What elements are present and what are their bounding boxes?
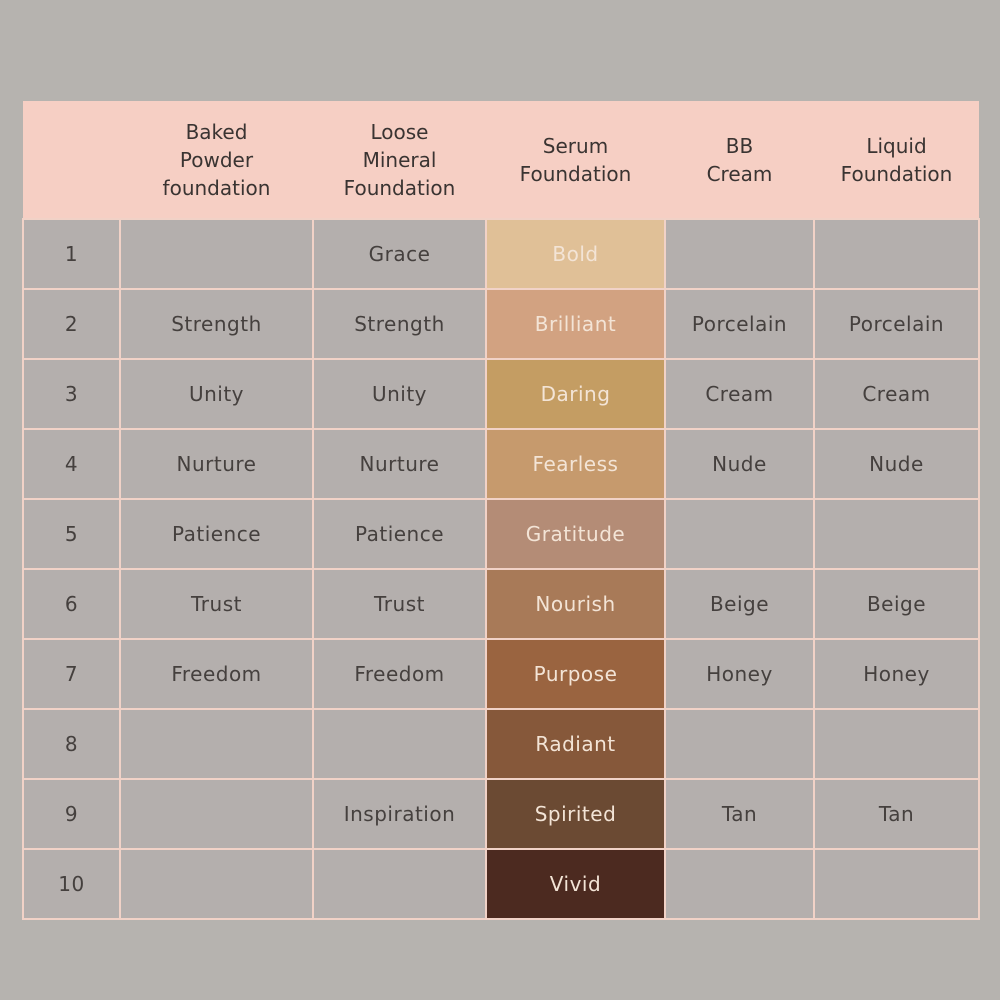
loose-mineral-shade-cell: Strength xyxy=(312,288,487,360)
header-serum: Serum Foundation xyxy=(486,101,665,219)
table-row: 3 Unity Unity Daring Cream Cream xyxy=(22,358,980,430)
baked-powder-shade-cell: Unity xyxy=(119,358,314,430)
loose-mineral-shade-cell: Patience xyxy=(312,498,487,570)
bb-cream-shade-cell xyxy=(664,848,815,920)
shade-number-cell: 10 xyxy=(22,848,121,920)
table-row: 4 Nurture Nurture Fearless Nude Nude xyxy=(22,428,980,500)
shade-number-cell: 4 xyxy=(22,428,121,500)
table-row: 1 Grace Bold xyxy=(22,218,980,290)
baked-powder-shade-cell: Strength xyxy=(119,288,314,360)
liquid-shade-cell: Cream xyxy=(813,358,980,430)
bb-cream-shade-cell: Porcelain xyxy=(664,288,815,360)
shade-number-cell: 6 xyxy=(22,568,121,640)
liquid-shade-cell: Porcelain xyxy=(813,288,980,360)
loose-mineral-shade-cell: Unity xyxy=(312,358,487,430)
table-row: 9 Inspiration Spirited Tan Tan xyxy=(22,778,980,850)
loose-mineral-shade-cell: Trust xyxy=(312,568,487,640)
table-row: 5 Patience Patience Gratitude xyxy=(22,498,980,570)
shade-comparison-table: Baked Powder foundation Loose Mineral Fo… xyxy=(22,101,980,920)
serum-shade-cell: Nourish xyxy=(485,568,666,640)
serum-shade-cell: Spirited xyxy=(485,778,666,850)
table-row: 8 Radiant xyxy=(22,708,980,780)
bb-cream-shade-cell: Tan xyxy=(664,778,815,850)
table-row: 2 Strength Strength Brilliant Porcelain Porce… xyxy=(22,288,980,360)
table-row: 10 Vivid xyxy=(22,848,980,920)
serum-shade-cell: Fearless xyxy=(485,428,666,500)
bb-cream-shade-cell xyxy=(664,708,815,780)
baked-powder-shade-cell: Patience xyxy=(119,498,314,570)
header-number xyxy=(23,101,120,219)
serum-shade-cell: Bold xyxy=(485,218,666,290)
loose-mineral-shade-cell: Inspiration xyxy=(312,778,487,850)
shade-number-cell: 5 xyxy=(22,498,121,570)
shade-number-cell: 8 xyxy=(22,708,121,780)
shade-number-cell: 7 xyxy=(22,638,121,710)
shade-number-cell: 9 xyxy=(22,778,121,850)
bb-cream-shade-cell: Nude xyxy=(664,428,815,500)
serum-shade-cell: Radiant xyxy=(485,708,666,780)
liquid-shade-cell xyxy=(813,498,980,570)
bb-cream-shade-cell: Cream xyxy=(664,358,815,430)
loose-mineral-shade-cell: Freedom xyxy=(312,638,487,710)
liquid-shade-cell: Tan xyxy=(813,778,980,850)
bb-cream-shade-cell: Beige xyxy=(664,568,815,640)
bb-cream-shade-cell xyxy=(664,218,815,290)
baked-powder-shade-cell: Freedom xyxy=(119,638,314,710)
header-row: Baked Powder foundation Loose Mineral Fo… xyxy=(23,101,979,219)
serum-shade-cell: Daring xyxy=(485,358,666,430)
loose-mineral-shade-cell: Grace xyxy=(312,218,487,290)
serum-shade-cell: Gratitude xyxy=(485,498,666,570)
baked-powder-shade-cell xyxy=(119,778,314,850)
table-row: 7 Freedom Freedom Purpose Honey Honey xyxy=(22,638,980,710)
bb-cream-shade-cell: Honey xyxy=(664,638,815,710)
baked-powder-shade-cell: Nurture xyxy=(119,428,314,500)
liquid-shade-cell xyxy=(813,218,980,290)
liquid-shade-cell xyxy=(813,848,980,920)
shade-number-cell: 2 xyxy=(22,288,121,360)
header-bb-cream: BB Cream xyxy=(665,101,814,219)
loose-mineral-shade-cell xyxy=(312,848,487,920)
bb-cream-shade-cell xyxy=(664,498,815,570)
header-baked-powder: Baked Powder foundation xyxy=(120,101,313,219)
liquid-shade-cell: Beige xyxy=(813,568,980,640)
shade-number-cell: 1 xyxy=(22,218,121,290)
loose-mineral-shade-cell: Nurture xyxy=(312,428,487,500)
baked-powder-shade-cell xyxy=(119,708,314,780)
baked-powder-shade-cell xyxy=(119,218,314,290)
liquid-shade-cell xyxy=(813,708,980,780)
baked-powder-shade-cell: Trust xyxy=(119,568,314,640)
loose-mineral-shade-cell xyxy=(312,708,487,780)
serum-shade-cell: Brilliant xyxy=(485,288,666,360)
serum-shade-cell: Purpose xyxy=(485,638,666,710)
liquid-shade-cell: Honey xyxy=(813,638,980,710)
liquid-shade-cell: Nude xyxy=(813,428,980,500)
header-liquid: Liquid Foundation xyxy=(814,101,979,219)
header-loose-mineral: Loose Mineral Foundation xyxy=(313,101,486,219)
serum-shade-cell: Vivid xyxy=(485,848,666,920)
table-row: 6 Trust Trust Nourish Beige Beige xyxy=(22,568,980,640)
shade-number-cell: 3 xyxy=(22,358,121,430)
baked-powder-shade-cell xyxy=(119,848,314,920)
